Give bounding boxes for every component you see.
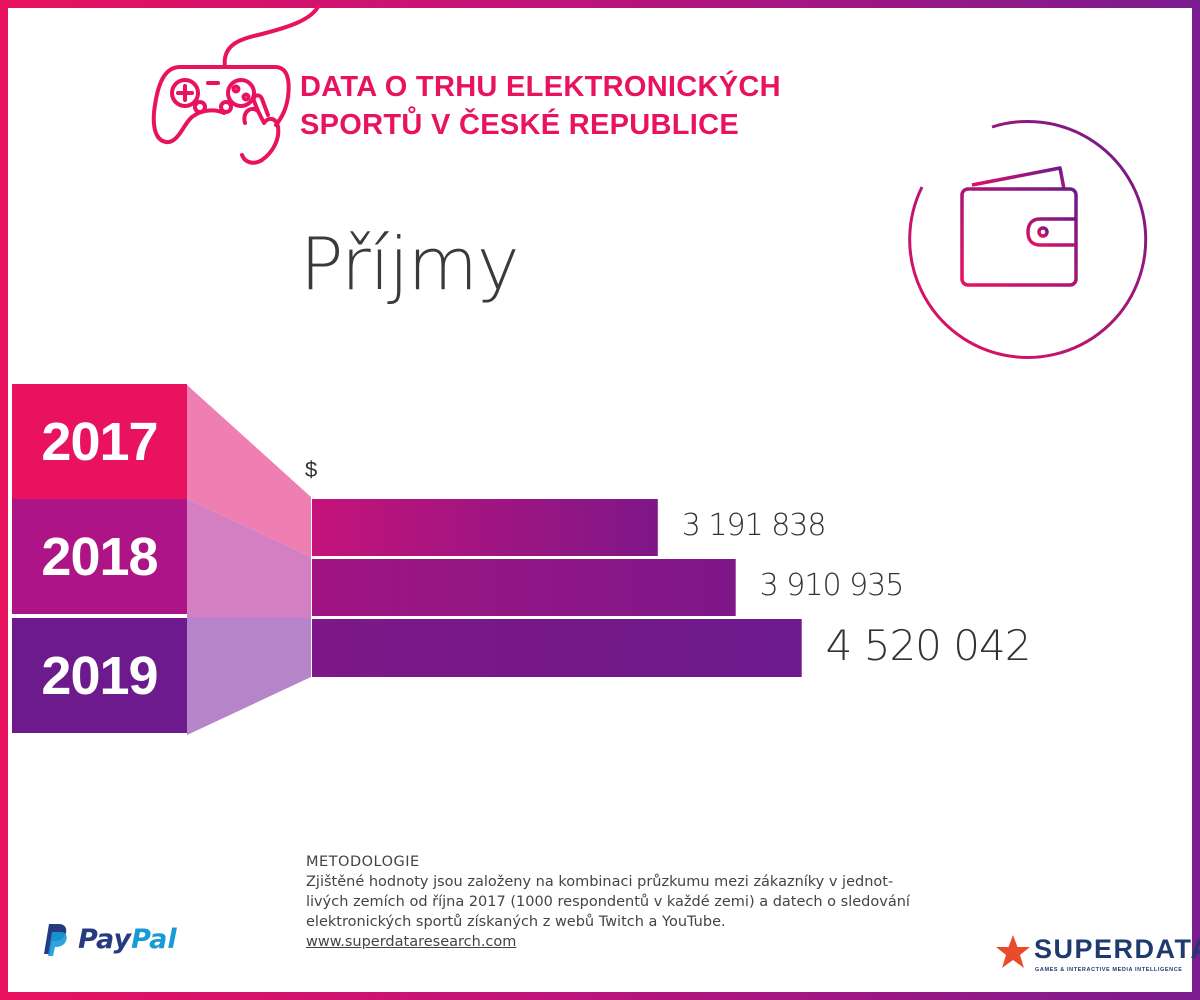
bar-2017 — [312, 499, 658, 556]
frame-right — [1192, 0, 1200, 1000]
paypal-logo: PayPal — [38, 922, 177, 956]
connector-shapes — [187, 385, 311, 735]
wallet-icon — [908, 119, 1148, 359]
star-icon — [996, 935, 1030, 968]
superdata-link[interactable]: www.superdataresearch.com — [306, 934, 517, 950]
frame-top — [0, 0, 1200, 8]
title-line-2: SPORTŮ V ČESKÉ REPUBLICE — [300, 109, 740, 141]
year-label-2018: 2018 — [12, 499, 187, 614]
connector-2019 — [187, 617, 311, 735]
paypal-wordmark-pay: Pay — [78, 923, 132, 955]
year-label-2019: 2019 — [12, 618, 187, 733]
methodology-note: METODOLOGIE Zjištěné hodnoty jsou založe… — [306, 852, 926, 952]
value-label-2019: 4 520 042 — [825, 620, 1032, 670]
bar-2018 — [312, 559, 736, 616]
year-label-2017: 2017 — [12, 384, 187, 499]
paypal-p-icon — [44, 924, 67, 956]
page-title: DATA O TRHU ELEKTRONICKÝCH SPORTŮ V ČESK… — [300, 68, 781, 144]
section-heading: Příjmy — [300, 222, 520, 306]
methodology-heading: METODOLOGIE — [306, 854, 420, 870]
methodology-line-2: livých zemích od října 2017 (1000 respon… — [306, 894, 910, 910]
title-line-1: DATA O TRHU ELEKTRONICKÝCH — [300, 71, 781, 103]
superdata-wordmark: SUPERDATA — [1034, 934, 1200, 964]
methodology-line-3: elektronických sportů získaných z webů T… — [306, 914, 726, 930]
methodology-line-1: Zjištěné hodnoty jsou založeny na kombin… — [306, 874, 894, 890]
value-label-2017: 3 191 838 — [681, 507, 827, 543]
superdata-tagline: GAMES & INTERACTIVE MEDIA INTELLIGENCE — [1035, 967, 1183, 973]
currency-unit: $ — [305, 457, 318, 482]
value-label-2018: 3 910 935 — [759, 567, 905, 603]
connector-2017 — [187, 385, 311, 557]
connector-2018 — [187, 499, 311, 617]
bar-2019 — [312, 619, 802, 677]
paypal-wordmark-pal: Pal — [131, 923, 177, 955]
frame-left — [0, 0, 8, 1000]
gamepad-icon — [151, 5, 320, 165]
frame-bottom — [0, 992, 1200, 1000]
